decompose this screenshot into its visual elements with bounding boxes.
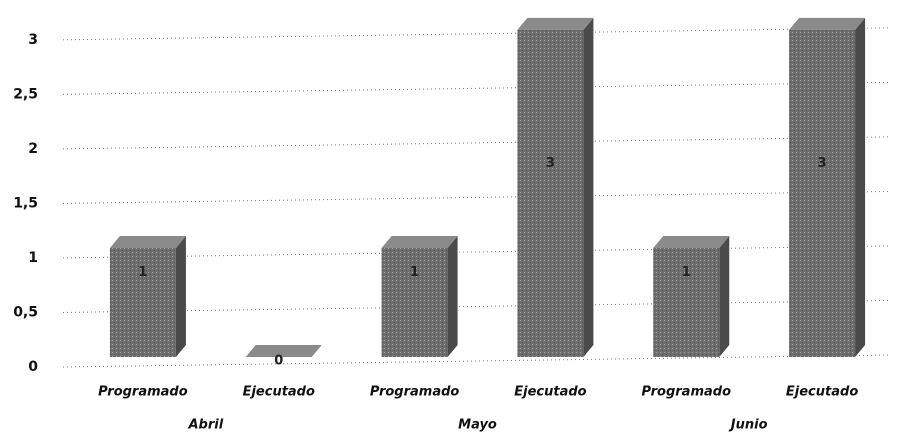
y-tick-label: 3 [28, 32, 38, 48]
grid-line [62, 81, 891, 95]
data-label: 3 [818, 156, 827, 171]
bar-side [175, 235, 186, 357]
x-tick-label: Programado [98, 385, 188, 400]
y-tick-label: 2 [28, 141, 38, 157]
bar-side [447, 235, 458, 357]
bar-top [109, 235, 186, 248]
bar-side [719, 235, 730, 357]
bar-texture [381, 247, 448, 357]
bar-texture [653, 247, 720, 357]
bar-side [855, 17, 866, 357]
bar-top [381, 235, 458, 248]
y-tick-label: 2,5 [13, 86, 38, 102]
y-tick-label: 0 [28, 359, 38, 375]
bar-side [583, 17, 594, 357]
bar-top [653, 235, 730, 248]
grid-line [62, 190, 891, 204]
bar-top [789, 17, 866, 30]
x-tick-label: Ejecutado [514, 385, 586, 400]
group-label: Mayo [458, 418, 497, 433]
bar-texture [789, 29, 856, 357]
grid-line [62, 136, 891, 150]
grid-line [62, 354, 891, 368]
group-label: Abril [187, 418, 223, 433]
y-tick-label: 1 [28, 250, 38, 266]
x-tick-label: Ejecutado [786, 385, 858, 400]
bar-texture [109, 247, 176, 357]
bar-top [517, 17, 594, 30]
data-label: 1 [682, 265, 691, 280]
grid-line [62, 245, 891, 259]
grid-line [62, 27, 891, 41]
data-label: 1 [410, 265, 419, 280]
group-label: Junio [728, 418, 768, 433]
bar-texture [517, 29, 584, 357]
y-tick-label: 1,5 [13, 195, 38, 211]
x-tick-label: Programado [370, 385, 460, 400]
bar-top [245, 345, 322, 357]
data-label: 3 [546, 156, 555, 171]
data-label: 0 [274, 354, 283, 369]
x-tick-label: Ejecutado [243, 385, 315, 400]
y-tick-label: 0,5 [13, 304, 38, 320]
grid-line [62, 299, 891, 313]
x-tick-label: Programado [641, 385, 731, 400]
data-label: 1 [138, 265, 147, 280]
